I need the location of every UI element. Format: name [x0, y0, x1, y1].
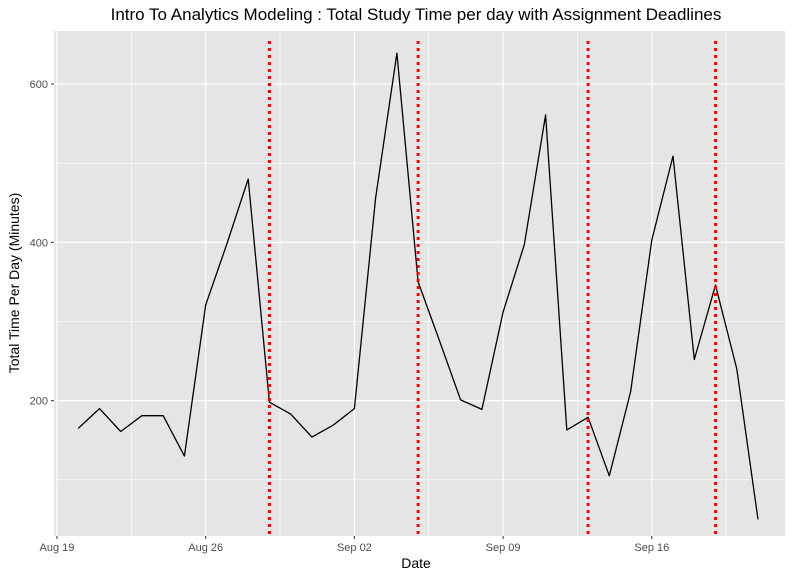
y-tick-label: 200	[30, 396, 48, 408]
y-tick-label: 400	[30, 237, 48, 249]
y-tick-label: 600	[30, 79, 48, 91]
y-axis: 200 400 600	[30, 79, 54, 408]
deadline-layer	[267, 41, 718, 536]
y-axis-title: Total Time Per Day (Minutes)	[6, 193, 22, 374]
x-tick-label: Aug 26	[188, 542, 223, 554]
x-tick-label: Sep 02	[337, 542, 372, 554]
chart-title: Intro To Analytics Modeling : Total Stud…	[111, 5, 722, 24]
x-axis-title: Date	[401, 555, 431, 571]
x-tick-label: Sep 16	[634, 542, 669, 554]
x-axis: Aug 19 Aug 26 Sep 02 Sep 09 Sep 16	[40, 536, 669, 554]
plot-panel	[54, 31, 785, 536]
x-tick-label: Sep 09	[486, 542, 521, 554]
x-tick-label: Aug 19	[40, 542, 75, 554]
